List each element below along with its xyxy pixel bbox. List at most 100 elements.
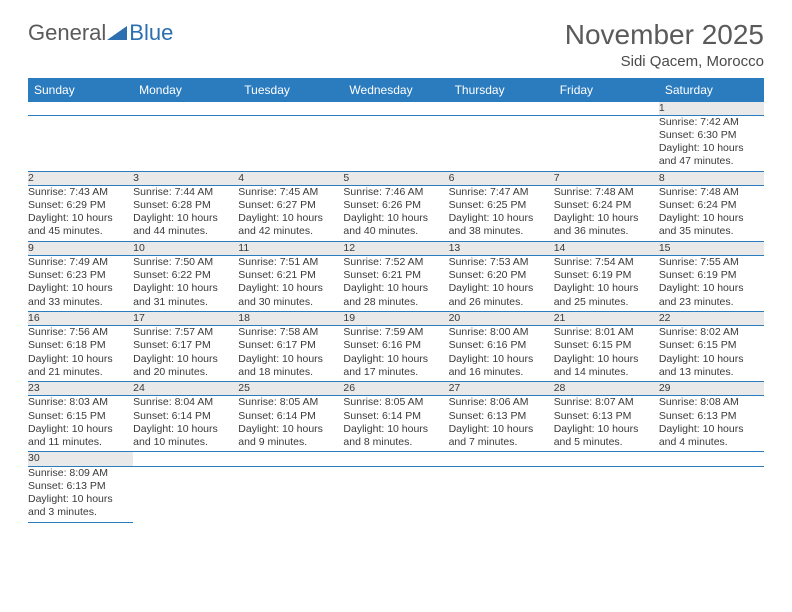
- sunset-text: Sunset: 6:25 PM: [449, 199, 554, 212]
- day-number-cell: [343, 452, 448, 466]
- day-data-row: Sunrise: 8:09 AMSunset: 6:13 PMDaylight:…: [28, 466, 764, 522]
- sunset-text: Sunset: 6:26 PM: [343, 199, 448, 212]
- daylight-text: and 26 minutes.: [449, 296, 554, 309]
- day-data-cell: Sunrise: 7:50 AMSunset: 6:22 PMDaylight:…: [133, 256, 238, 312]
- day-number-cell: 17: [133, 312, 238, 326]
- day-number: 25: [238, 382, 250, 394]
- weekday-header: Tuesday: [238, 78, 343, 102]
- daylight-text: and 18 minutes.: [238, 366, 343, 379]
- daylight-text: and 16 minutes.: [449, 366, 554, 379]
- sunset-text: Sunset: 6:18 PM: [28, 339, 133, 352]
- daylight-text: and 14 minutes.: [554, 366, 659, 379]
- sunrise-text: Sunrise: 7:48 AM: [554, 186, 659, 199]
- daylight-text: Daylight: 10 hours: [554, 282, 659, 295]
- sunrise-text: Sunrise: 8:05 AM: [343, 396, 448, 409]
- day-data-cell: Sunrise: 8:04 AMSunset: 6:14 PMDaylight:…: [133, 396, 238, 452]
- day-data-cell: [133, 115, 238, 171]
- day-number: 8: [659, 172, 665, 184]
- day-data-cell: [554, 466, 659, 522]
- day-number: 22: [659, 312, 671, 324]
- sunset-text: Sunset: 6:14 PM: [133, 410, 238, 423]
- weekday-header: Friday: [554, 78, 659, 102]
- day-data-cell: Sunrise: 7:49 AMSunset: 6:23 PMDaylight:…: [28, 256, 133, 312]
- daylight-text: and 36 minutes.: [554, 225, 659, 238]
- month-title: November 2025: [565, 20, 764, 51]
- daylight-text: Daylight: 10 hours: [449, 423, 554, 436]
- daylight-text: Daylight: 10 hours: [238, 353, 343, 366]
- sunrise-text: Sunrise: 7:49 AM: [28, 256, 133, 269]
- day-data-row: Sunrise: 7:43 AMSunset: 6:29 PMDaylight:…: [28, 186, 764, 242]
- sunset-text: Sunset: 6:17 PM: [133, 339, 238, 352]
- day-data-cell: Sunrise: 8:05 AMSunset: 6:14 PMDaylight:…: [343, 396, 448, 452]
- sunrise-text: Sunrise: 8:09 AM: [28, 467, 133, 480]
- daylight-text: and 13 minutes.: [659, 366, 764, 379]
- sunrise-text: Sunrise: 7:48 AM: [659, 186, 764, 199]
- day-number: 17: [133, 312, 145, 324]
- daylight-text: Daylight: 10 hours: [238, 423, 343, 436]
- day-number: 23: [28, 382, 40, 394]
- day-number: 28: [554, 382, 566, 394]
- day-number-row: 2345678: [28, 171, 764, 185]
- daylight-text: Daylight: 10 hours: [343, 423, 448, 436]
- sunset-text: Sunset: 6:22 PM: [133, 269, 238, 282]
- daylight-text: and 44 minutes.: [133, 225, 238, 238]
- page-header: General Blue November 2025 Sidi Qacem, M…: [28, 20, 764, 70]
- sunset-text: Sunset: 6:29 PM: [28, 199, 133, 212]
- daylight-text: Daylight: 10 hours: [449, 282, 554, 295]
- day-number-cell: [133, 102, 238, 116]
- day-data-cell: Sunrise: 7:43 AMSunset: 6:29 PMDaylight:…: [28, 186, 133, 242]
- day-data-cell: Sunrise: 8:03 AMSunset: 6:15 PMDaylight:…: [28, 396, 133, 452]
- weekday-header: Thursday: [449, 78, 554, 102]
- daylight-text: and 42 minutes.: [238, 225, 343, 238]
- day-number-cell: 6: [449, 171, 554, 185]
- sunrise-text: Sunrise: 8:02 AM: [659, 326, 764, 339]
- day-number-cell: 22: [659, 312, 764, 326]
- sunrise-text: Sunrise: 7:51 AM: [238, 256, 343, 269]
- calendar-table: Sunday Monday Tuesday Wednesday Thursday…: [28, 78, 764, 523]
- day-number-cell: [238, 452, 343, 466]
- sunrise-text: Sunrise: 8:04 AM: [133, 396, 238, 409]
- day-number: 1: [659, 102, 665, 114]
- daylight-text: and 5 minutes.: [554, 436, 659, 449]
- day-number: 15: [659, 242, 671, 254]
- daylight-text: Daylight: 10 hours: [449, 353, 554, 366]
- day-number-cell: 7: [554, 171, 659, 185]
- day-number-cell: 15: [659, 242, 764, 256]
- daylight-text: and 23 minutes.: [659, 296, 764, 309]
- sunset-text: Sunset: 6:14 PM: [238, 410, 343, 423]
- day-number-cell: 14: [554, 242, 659, 256]
- day-number-cell: 21: [554, 312, 659, 326]
- day-number: 18: [238, 312, 250, 324]
- daylight-text: Daylight: 10 hours: [133, 212, 238, 225]
- day-number: 27: [449, 382, 461, 394]
- sunrise-text: Sunrise: 7:42 AM: [659, 116, 764, 129]
- daylight-text: Daylight: 10 hours: [659, 142, 764, 155]
- day-number-row: 16171819202122: [28, 312, 764, 326]
- sunset-text: Sunset: 6:15 PM: [659, 339, 764, 352]
- day-number: 24: [133, 382, 145, 394]
- sunrise-text: Sunrise: 7:55 AM: [659, 256, 764, 269]
- day-data-cell: Sunrise: 8:02 AMSunset: 6:15 PMDaylight:…: [659, 326, 764, 382]
- day-number: 4: [238, 172, 244, 184]
- day-number-cell: [133, 452, 238, 466]
- day-number-cell: [554, 102, 659, 116]
- sunrise-text: Sunrise: 7:47 AM: [449, 186, 554, 199]
- day-number-cell: 18: [238, 312, 343, 326]
- daylight-text: Daylight: 10 hours: [554, 423, 659, 436]
- day-number: 16: [28, 312, 40, 324]
- day-data-row: Sunrise: 8:03 AMSunset: 6:15 PMDaylight:…: [28, 396, 764, 452]
- day-number-cell: [28, 102, 133, 116]
- day-number-row: 9101112131415: [28, 242, 764, 256]
- sunrise-text: Sunrise: 7:52 AM: [343, 256, 448, 269]
- sunrise-text: Sunrise: 8:00 AM: [449, 326, 554, 339]
- day-number-cell: 13: [449, 242, 554, 256]
- daylight-text: Daylight: 10 hours: [659, 282, 764, 295]
- daylight-text: and 11 minutes.: [28, 436, 133, 449]
- sunset-text: Sunset: 6:13 PM: [554, 410, 659, 423]
- daylight-text: Daylight: 10 hours: [133, 423, 238, 436]
- sunset-text: Sunset: 6:28 PM: [133, 199, 238, 212]
- daylight-text: Daylight: 10 hours: [28, 423, 133, 436]
- daylight-text: and 31 minutes.: [133, 296, 238, 309]
- day-data-cell: Sunrise: 7:45 AMSunset: 6:27 PMDaylight:…: [238, 186, 343, 242]
- daylight-text: Daylight: 10 hours: [133, 282, 238, 295]
